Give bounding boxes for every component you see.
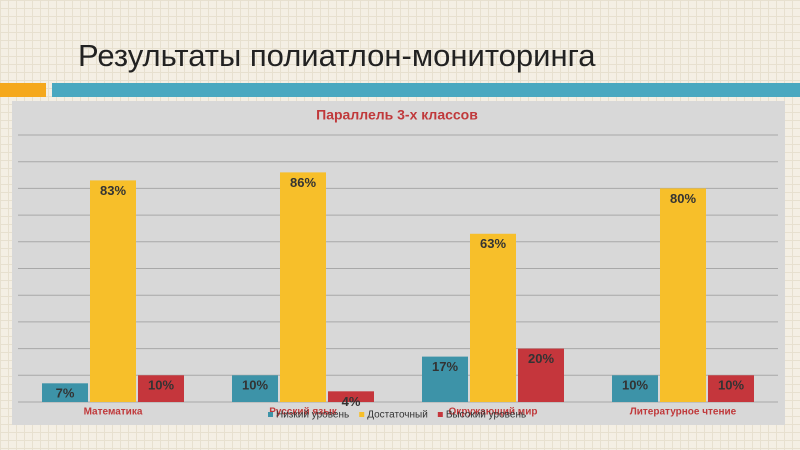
value-label: 63% [480, 236, 506, 251]
x-tick-label: Русский язык [269, 407, 338, 418]
legend-label: Достаточный [367, 410, 428, 421]
bar [708, 375, 754, 402]
legend-swatch [268, 412, 273, 417]
x-tick-label: Окружающий мир [449, 407, 538, 418]
value-label: 7% [56, 386, 75, 401]
bar [660, 188, 706, 402]
bar [90, 180, 136, 402]
bar [422, 356, 468, 402]
accent-bar [0, 83, 46, 97]
bar [328, 391, 374, 402]
x-tick-label: Математика [84, 407, 143, 418]
chart-area [12, 101, 785, 425]
value-label: 10% [622, 378, 648, 393]
value-label: 10% [148, 378, 174, 393]
bar [518, 348, 564, 402]
value-label: 4% [342, 394, 361, 409]
x-tick-label: Литературное чтение [630, 407, 737, 418]
chart-title: Параллель 3-х классов [316, 107, 478, 123]
accent-bar [52, 83, 800, 97]
legend-label: Высокий уровень [446, 410, 526, 421]
value-label: 20% [528, 351, 554, 366]
bar [42, 383, 88, 402]
legend-label: Низкий уровень [276, 410, 349, 421]
bar [232, 375, 278, 402]
value-label: 10% [242, 378, 268, 393]
legend-swatch [437, 412, 443, 417]
value-label: 17% [432, 359, 458, 374]
slide-title: Результаты полиатлон-мониторинга [78, 38, 596, 73]
bar [138, 375, 184, 402]
value-label: 86% [290, 175, 316, 190]
legend-swatch [359, 412, 365, 417]
bar [280, 172, 326, 402]
value-label: 80% [670, 191, 696, 206]
value-label: 83% [100, 183, 126, 198]
bar [470, 233, 516, 402]
value-label: 10% [718, 378, 744, 393]
bar [612, 375, 658, 402]
